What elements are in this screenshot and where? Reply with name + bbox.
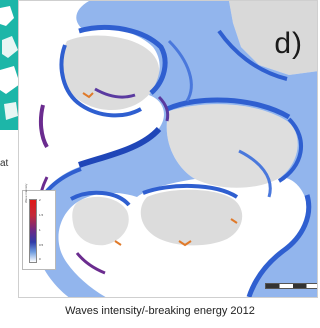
panel-letter: d) [274,27,303,60]
map-panel: d) [18,0,318,298]
wave-energy-map [32,1,317,297]
purple-shore-5 [157,95,170,122]
coast-streak-3 [165,97,291,120]
coast-streak-9 [246,194,312,297]
land-northeast [229,1,317,75]
neighbor-panel-strip [0,0,22,190]
map-scale-bar [265,283,317,289]
coast-streak-11 [167,39,193,102]
orange-hotspot-4 [114,240,122,246]
legend-tick: 2 [39,198,41,202]
neighbor-panel-map [0,0,22,190]
coast-streak-5 [78,126,162,168]
legend-color-bar [29,199,37,263]
land-southwest [72,196,129,246]
legend-tick: 1.5 [39,213,44,217]
legend-tick: 0.5 [39,243,44,247]
legend-title: Wave intensity [24,183,28,203]
land-east [166,104,298,188]
wave-band-main [32,1,317,297]
coast-streak-2 [59,44,142,118]
land-north-peninsula [61,35,160,111]
coast-streak-7 [142,184,239,199]
purple-shore-4 [75,252,106,275]
coast-streak-8 [70,190,131,207]
neighbor-panel-text: at [0,158,9,169]
purple-shore-3 [94,87,136,99]
legend-tick: 0 [39,257,41,261]
coast-streak-10 [217,29,288,81]
purple-shore-1 [38,104,49,149]
land-south-island [140,189,243,246]
coast-streak-4 [277,117,304,183]
orange-hotspot-2 [178,240,192,247]
orange-hotspot-3 [230,218,238,224]
orange-hotspot-1 [82,92,94,99]
figure-caption: Waves intensity/-breaking energy 2012 [65,305,255,317]
color-legend: Wave intensity 2 1.5 1 0.5 0 [22,184,56,270]
coast-streak-12 [238,149,272,198]
coast-streak-1 [78,25,168,95]
legend-tick: 1 [39,228,41,232]
